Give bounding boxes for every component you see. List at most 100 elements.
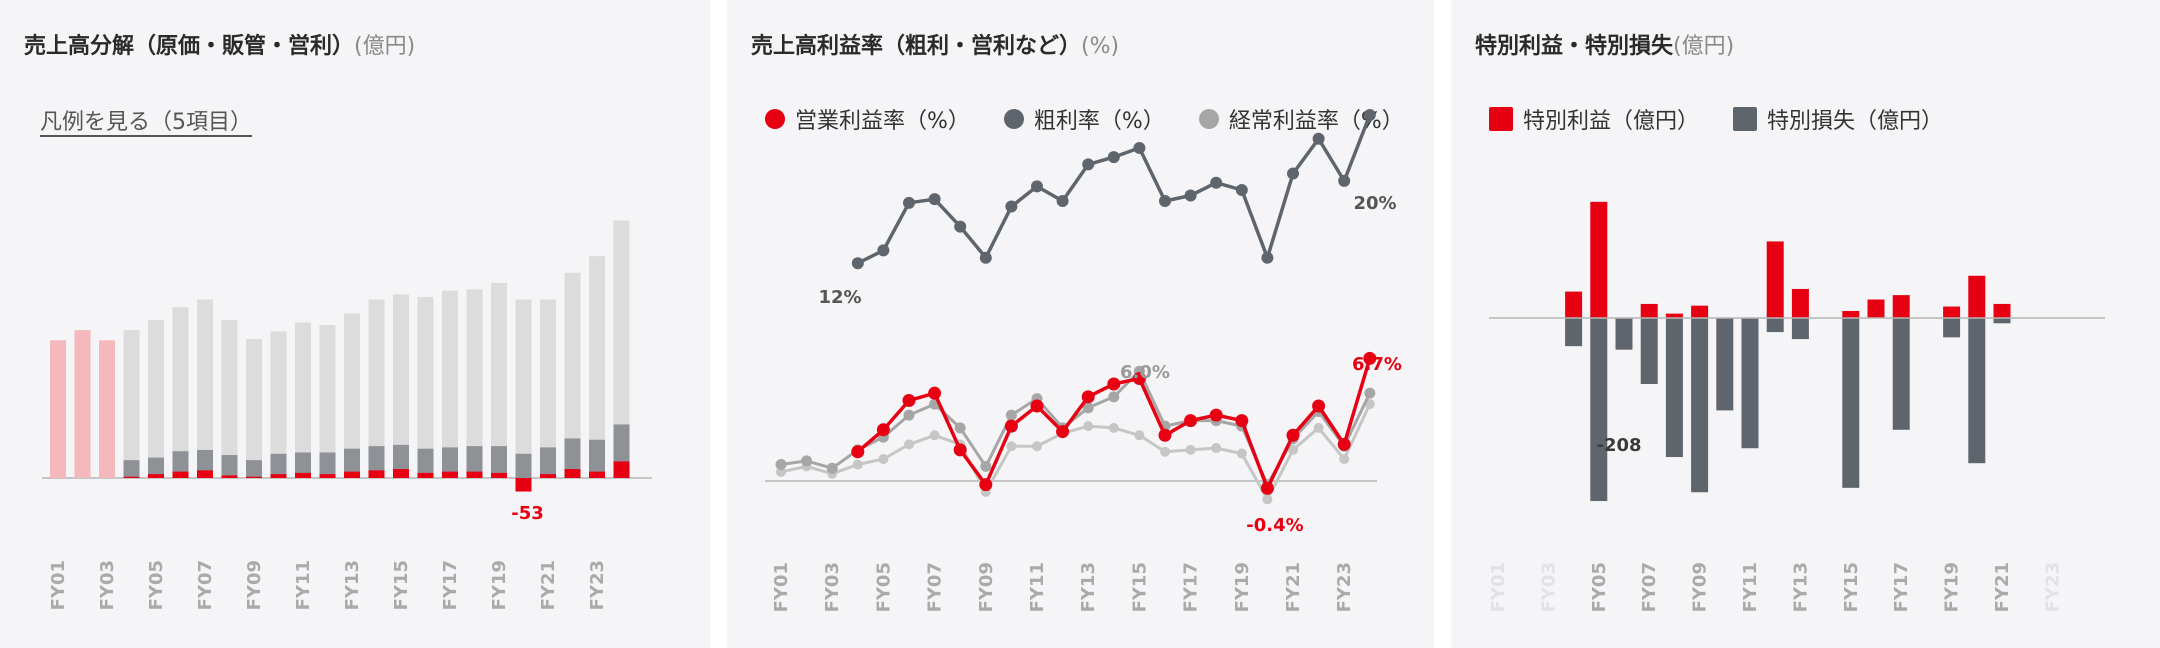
- sales-bar: [148, 319, 164, 478]
- data-point: [1133, 141, 1146, 154]
- operating-profit-bar: [393, 469, 409, 478]
- operating-profit-bar: [172, 471, 189, 478]
- data-point: [903, 409, 915, 421]
- segment-bar: [148, 457, 164, 478]
- dark-gray-dot-icon: [1003, 109, 1024, 129]
- loss-bar: [1691, 318, 1709, 493]
- data-point: [902, 393, 916, 407]
- sales-bar: [344, 313, 360, 478]
- x-tick-label: FY01: [771, 562, 792, 612]
- loss-bar: [1716, 318, 1734, 411]
- legend-item[interactable]: 粗利率（%）: [1003, 103, 1165, 135]
- x-tick-label: FY07: [195, 560, 216, 610]
- x-tick-label: FY17: [1181, 562, 1202, 612]
- data-point: [1108, 422, 1119, 433]
- data-point: [1339, 454, 1350, 465]
- data-point: [1235, 184, 1248, 197]
- x-tick-label: FY15: [1841, 562, 1862, 612]
- segment-bar: [246, 460, 262, 478]
- data-point: [1288, 444, 1298, 455]
- data-point: [1363, 109, 1376, 121]
- data-point: [1005, 409, 1017, 421]
- panel-title: 特別利益・特別損失(億円): [1475, 34, 1735, 59]
- data-point: [1312, 399, 1326, 413]
- data-point: [1005, 200, 1018, 213]
- data-point: [1262, 494, 1273, 505]
- x-tick-label: FY19: [1232, 562, 1253, 612]
- loss-bar: [1766, 318, 1784, 333]
- operating-profit-bar: [442, 471, 458, 478]
- data-point: [1004, 419, 1018, 433]
- segment-bar: [540, 447, 556, 478]
- x-tick-label: FY21: [1992, 562, 2013, 612]
- sales-bar: [393, 294, 409, 478]
- data-point: [1184, 414, 1198, 428]
- sales-bar: [50, 340, 66, 478]
- segment-bar: [270, 453, 287, 478]
- operating-profit-bar: [148, 474, 164, 478]
- data-point: [1286, 428, 1300, 442]
- sales-bar: [368, 299, 385, 478]
- legend-label: 特別損失（億円）: [1767, 109, 1944, 134]
- x-tick-label: FY19: [489, 560, 510, 610]
- sales-bar: [417, 296, 434, 478]
- data-point: [1287, 167, 1299, 180]
- data-point: [1211, 443, 1222, 454]
- x-tick-label: FY05: [1589, 562, 1610, 612]
- sales-bar: [442, 290, 458, 478]
- sales-bar: [74, 330, 91, 478]
- data-label: 20%: [1353, 193, 1396, 214]
- x-tick-label: FY13: [342, 560, 363, 610]
- gain-bar: [1565, 291, 1583, 318]
- segment-bar: [442, 447, 458, 478]
- legend-item[interactable]: 特別利益（億円）: [1489, 103, 1699, 135]
- loss-bar: [1665, 318, 1683, 458]
- x-tick-label: FY09: [976, 562, 997, 612]
- operating-profit-bar: [270, 474, 287, 478]
- segment-bar: [123, 460, 140, 478]
- loss-bar: [1791, 318, 1809, 340]
- sales-bar: [466, 289, 483, 478]
- series-line: [857, 114, 1372, 265]
- legend-label: 営業利益率（%）: [795, 109, 970, 134]
- data-point: [1235, 414, 1249, 428]
- gain-bar: [1842, 310, 1860, 318]
- data-point: [979, 478, 993, 492]
- x-tick-label: FY21: [1283, 562, 1304, 612]
- data-point: [851, 445, 865, 459]
- x-tick-label: FY13: [1078, 562, 1099, 612]
- sales-bar: [221, 319, 238, 478]
- x-tick-label: FY17: [1891, 562, 1912, 612]
- x-tick-label: FY03: [97, 560, 118, 610]
- data-point: [1031, 180, 1043, 193]
- unit-label: (億円): [1673, 34, 1735, 59]
- legend-item[interactable]: 特別損失（億円）: [1733, 103, 1943, 135]
- gain-bar: [1766, 241, 1784, 318]
- legend-item[interactable]: 営業利益率（%）: [765, 103, 970, 135]
- data-point: [1083, 421, 1094, 432]
- profit-margin-chart: 12% 20% 6.0% 6.7% -0.4% FY01 FY03 FY05 FY07 FY09 F…: [765, 109, 1402, 612]
- sales-bar: [491, 282, 507, 478]
- operating-profit-bar: [319, 474, 336, 478]
- x-tick-label: FY07: [925, 562, 946, 612]
- data-point: [851, 257, 864, 270]
- data-label: -53: [511, 503, 544, 524]
- data-point: [1158, 428, 1172, 442]
- data-point: [1184, 189, 1197, 202]
- data-point: [1107, 151, 1120, 164]
- gain-bar: [1590, 201, 1608, 318]
- segment-bar: [368, 446, 385, 478]
- x-tick-label: FY13: [1790, 562, 1811, 612]
- sales-bar: [246, 339, 262, 478]
- data-point: [801, 455, 813, 467]
- gain-bar: [1665, 313, 1683, 318]
- data-point: [1185, 444, 1196, 455]
- unit-label: (億円): [354, 34, 416, 59]
- data-point: [1107, 377, 1121, 391]
- show-legend-link[interactable]: 凡例を見る（5項目）: [40, 110, 252, 135]
- sales-bar: [270, 331, 287, 478]
- sales-breakdown-chart: -53 FY01 FY03 FY05 FY07 FY09 FY11 FY13 FY15 FY17 F…: [42, 220, 652, 610]
- data-point: [1363, 351, 1377, 365]
- panel-extraordinary-items: 特別利益・特別損失(億円) 特別利益（億円） 特別損失（億円） -208 FY01 F…: [1451, 0, 2160, 648]
- data-point: [878, 454, 889, 465]
